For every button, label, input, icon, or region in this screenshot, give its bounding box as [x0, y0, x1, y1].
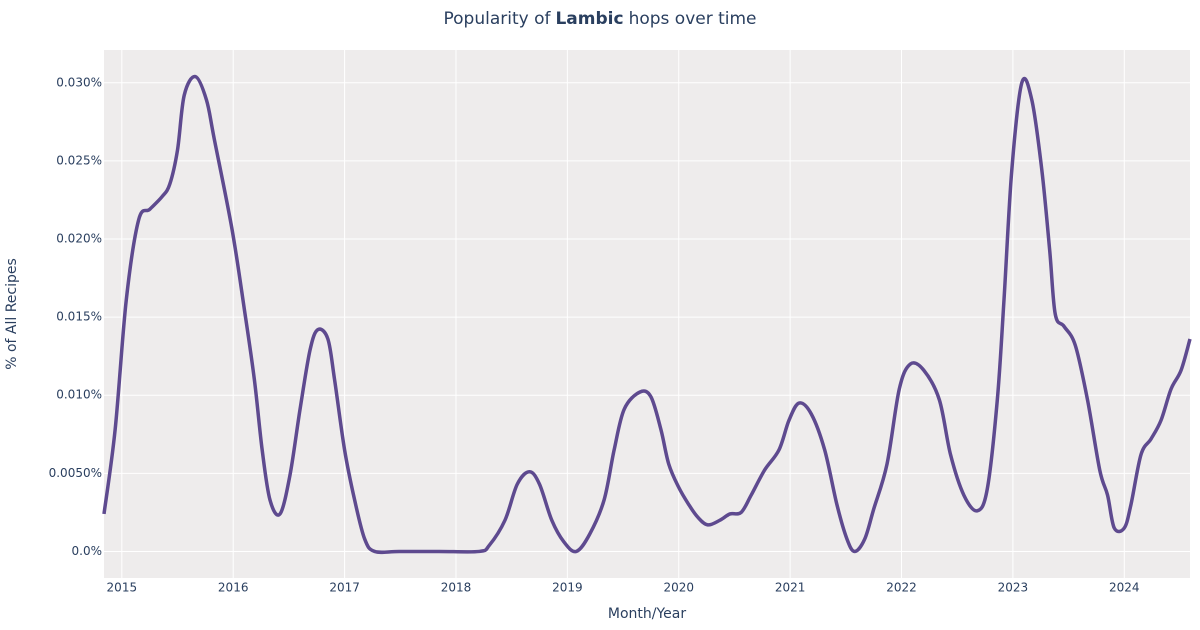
y-tick-label: 0.015%	[56, 310, 102, 324]
title-suffix: hops over time	[629, 9, 757, 29]
x-tick-label: 2020	[663, 581, 694, 595]
y-tick-label: 0.0050%	[49, 466, 102, 480]
x-tick-label: 2021	[775, 581, 806, 595]
x-tick-label: 2019	[552, 581, 583, 595]
grid	[104, 50, 1190, 578]
y-axis-label: % of All Recipes	[4, 258, 20, 370]
plot-area	[104, 50, 1190, 578]
y-tick-label: 0.030%	[56, 75, 102, 89]
x-axis-label: Month/Year	[608, 606, 686, 622]
y-tick-label: 0.025%	[56, 153, 102, 167]
series-line	[102, 74, 1192, 555]
x-tick-label: 2018	[441, 581, 472, 595]
x-tick-label: 2017	[329, 581, 360, 595]
y-tick-label: 0.010%	[56, 388, 102, 402]
chart-title: Popularity of Lambic hops over time	[443, 9, 756, 29]
x-tick-label: 2015	[107, 581, 138, 595]
x-tick-label: 2024	[1109, 581, 1140, 595]
y-tick-label: 0.020%	[56, 232, 102, 246]
title-emphasis: Lambic	[555, 9, 623, 29]
x-tick-label: 2016	[218, 581, 249, 595]
title-prefix: Popularity of	[443, 9, 551, 29]
y-tick-label: 0.0%	[72, 544, 103, 558]
x-tick-label: 2022	[886, 581, 917, 595]
x-tick-label: 2023	[998, 581, 1029, 595]
